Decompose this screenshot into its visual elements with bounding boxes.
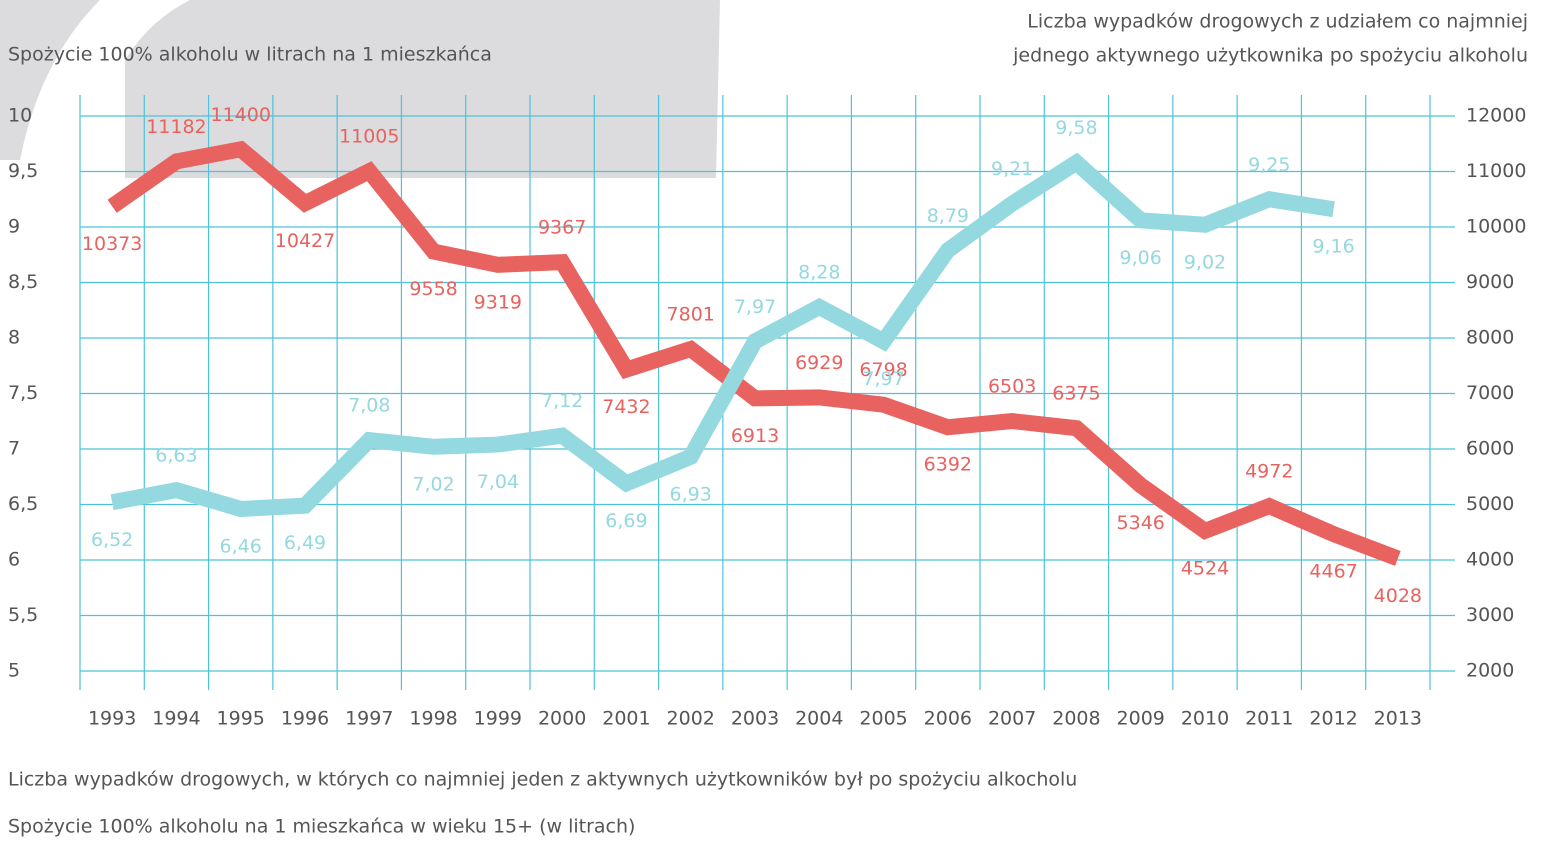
data-label: 6375 [1052, 383, 1100, 405]
data-label: 9,06 [1120, 247, 1162, 269]
y-tick-label: 6,5 [8, 493, 38, 515]
y-tick-label: 8,5 [8, 271, 38, 293]
y2-tick-label: 11000 [1466, 160, 1526, 182]
data-label: 7,02 [412, 473, 454, 495]
data-label: 7801 [667, 304, 715, 326]
data-label: 7432 [602, 396, 650, 418]
data-label: 5346 [1117, 512, 1165, 534]
decor-shape [125, 0, 720, 178]
x-tick-label: 2004 [795, 708, 843, 730]
data-label: 6,46 [220, 535, 262, 557]
y2-tick-label: 3000 [1466, 604, 1514, 626]
series-line [107, 140, 1401, 566]
legend-label: Spożycie 100% alkoholu na 1 mieszkańca w… [8, 816, 635, 838]
y2-tick-label: 4000 [1466, 549, 1514, 571]
data-label: 4524 [1181, 557, 1229, 579]
data-label: 4467 [1309, 561, 1357, 583]
y-tick-label: 6 [8, 549, 20, 571]
y2-tick-label: 12000 [1466, 105, 1526, 127]
data-label: 9,21 [991, 158, 1033, 180]
data-label: 7,08 [348, 395, 390, 417]
y2-tick-label: 8000 [1466, 327, 1514, 349]
data-label: 9367 [538, 217, 586, 239]
data-label: 4972 [1245, 461, 1293, 483]
data-label: 6929 [795, 352, 843, 374]
x-tick-label: 2009 [1117, 708, 1165, 730]
y2-tick-label: 6000 [1466, 438, 1514, 460]
data-label: 6,69 [605, 510, 647, 532]
y-tick-label: 7,5 [8, 382, 38, 404]
data-label: 6,63 [155, 445, 197, 467]
series-line [110, 152, 1335, 517]
y2-tick-label: 10000 [1466, 216, 1526, 238]
y-tick-label: 8 [8, 327, 20, 349]
data-label: 9,02 [1184, 251, 1226, 273]
y-tick-label: 5,5 [8, 604, 38, 626]
data-label: 11400 [210, 104, 270, 126]
data-label: 10427 [275, 230, 335, 252]
y-tick-label: 10 [8, 105, 32, 127]
x-tick-label: 1995 [217, 708, 265, 730]
y-axis-title: Spożycie 100% alkoholu w litrach na 1 mi… [8, 44, 492, 66]
y-tick-label: 9 [8, 216, 20, 238]
data-label: 8,28 [798, 261, 840, 283]
x-tick-label: 1999 [474, 708, 522, 730]
data-label: 6798 [859, 359, 907, 381]
legend-label: Liczba wypadków drogowych, w których co … [8, 769, 1077, 791]
data-label: 11182 [146, 116, 206, 138]
data-label: 6503 [988, 376, 1036, 398]
x-tick-label: 2007 [988, 708, 1036, 730]
data-label: 6,49 [284, 532, 326, 554]
data-label: 7,12 [541, 390, 583, 412]
x-tick-label: 2000 [538, 708, 586, 730]
y2-tick-label: 2000 [1466, 660, 1514, 682]
data-label: 4028 [1374, 585, 1422, 607]
x-tick-label: 2006 [924, 708, 972, 730]
data-label: 9,16 [1312, 236, 1354, 258]
y2-tick-label: 5000 [1466, 493, 1514, 515]
x-tick-label: 2008 [1052, 708, 1100, 730]
x-tick-label: 2011 [1245, 708, 1293, 730]
x-tick-label: 2002 [667, 708, 715, 730]
data-label: 11005 [339, 126, 399, 148]
data-label: 9,25 [1248, 154, 1290, 176]
data-label: 9319 [474, 291, 522, 313]
data-label: 6392 [924, 454, 972, 476]
y2-tick-label: 7000 [1466, 382, 1514, 404]
x-tick-label: 2003 [731, 708, 779, 730]
x-tick-label: 1998 [409, 708, 457, 730]
x-tick-label: 1997 [345, 708, 393, 730]
data-label: 6,52 [91, 529, 133, 551]
x-tick-label: 2013 [1374, 708, 1422, 730]
y-tick-label: 9,5 [8, 160, 38, 182]
data-label: 9558 [409, 278, 457, 300]
data-label: 7,97 [734, 296, 776, 318]
data-label: 8,79 [927, 205, 969, 227]
y2-axis-title: Liczba wypadków drogowych z udziałem co … [1027, 11, 1528, 33]
data-label: 7,04 [477, 471, 519, 493]
y2-axis-title: jednego aktywnego użytkownika po spożyci… [1012, 45, 1528, 67]
decor-shape [0, 0, 100, 160]
x-tick-label: 1996 [281, 708, 329, 730]
x-tick-label: 2010 [1181, 708, 1229, 730]
x-tick-label: 1993 [88, 708, 136, 730]
data-label: 10373 [82, 233, 142, 255]
x-tick-label: 1994 [152, 708, 200, 730]
x-tick-label: 2001 [602, 708, 650, 730]
y-tick-label: 5 [8, 660, 20, 682]
data-label: 9,58 [1055, 117, 1097, 139]
y-tick-label: 7 [8, 438, 20, 460]
x-tick-label: 2012 [1309, 708, 1357, 730]
data-label: 6,93 [670, 483, 712, 505]
data-label: 7,97 [862, 368, 904, 390]
data-label: 6913 [731, 425, 779, 447]
y2-tick-label: 9000 [1466, 271, 1514, 293]
x-tick-label: 2005 [859, 708, 907, 730]
